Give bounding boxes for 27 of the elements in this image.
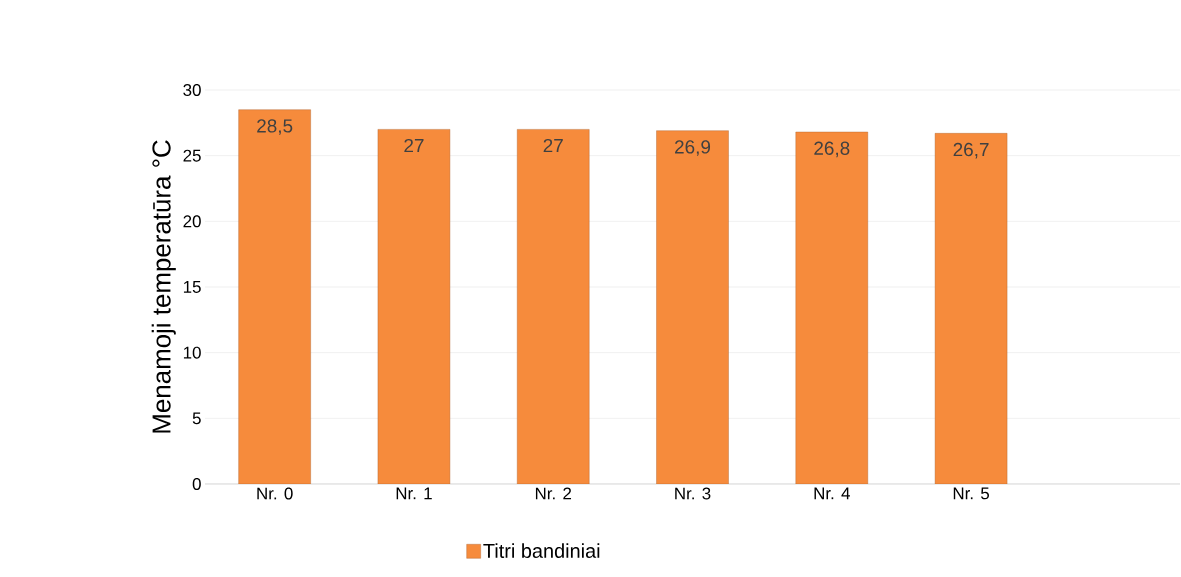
y-tick-label: 10 xyxy=(183,346,201,359)
bar xyxy=(238,109,311,484)
bar xyxy=(795,131,868,484)
bar xyxy=(656,130,729,484)
x-tick-label: Nr. 0 xyxy=(257,487,293,500)
y-tick-label: 25 xyxy=(183,149,201,162)
y-tick-label: 0 xyxy=(192,477,201,490)
x-tick-label: Nr. 4 xyxy=(814,487,850,500)
x-tick-label: Nr. 2 xyxy=(535,487,572,500)
y-tick-label: 5 xyxy=(192,412,201,425)
bar xyxy=(934,133,1008,484)
x-tick-label: Nr. 5 xyxy=(953,487,990,500)
y-tick-label: 30 xyxy=(183,83,201,96)
data-label: 26,9 xyxy=(675,140,711,156)
y-tick-label: 20 xyxy=(183,215,201,228)
x-tick-label: Nr. 1 xyxy=(396,487,432,500)
legend-label: Titri bandiniai xyxy=(483,543,600,558)
y-axis-title: Menamoji temperatūra °C xyxy=(151,140,176,433)
bar xyxy=(377,129,451,484)
x-tick-label: Nr. 3 xyxy=(675,487,711,500)
bar xyxy=(517,129,590,484)
data-label: 26,7 xyxy=(953,142,989,159)
data-label: 28,5 xyxy=(257,119,293,135)
y-tick-label: 15 xyxy=(183,281,201,293)
data-label: 27 xyxy=(404,138,424,153)
data-label: 27 xyxy=(543,138,563,153)
data-label: 26,8 xyxy=(814,141,850,158)
